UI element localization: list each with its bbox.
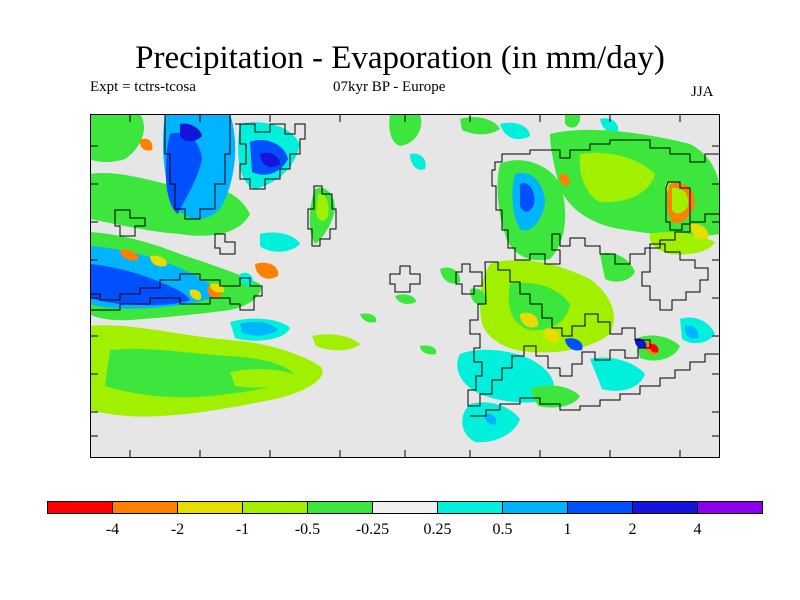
colorbar-label: 2 (629, 521, 637, 538)
colorbar-box (437, 501, 503, 514)
season-label: JJA (691, 84, 714, 100)
colorbar-box (502, 501, 568, 514)
colorbar-boxes (47, 501, 763, 514)
colorbar-box (47, 501, 113, 514)
colorbar-legend: -4 -2 -1 -0.5 -0.25 0.25 0.5 1 2 4 (47, 501, 763, 538)
precip-evap-map (90, 114, 720, 458)
colorbar-label: -2 (171, 521, 184, 538)
map-ticks (90, 114, 720, 458)
plot-title: Precipitation - Evaporation (in mm/day) (135, 40, 665, 76)
colorbar-label: -0.5 (295, 521, 320, 538)
mid-atlantic-blobs (230, 232, 437, 355)
scandinavia (497, 129, 720, 261)
atlantic-southwest-band (90, 325, 323, 417)
colorbar-box (112, 501, 178, 514)
colorbar-label: 4 (694, 521, 702, 538)
central-europe (440, 259, 614, 353)
colorbar-label: 0.5 (493, 521, 513, 538)
colorbar-box (307, 501, 373, 514)
colorbar-label: -4 (106, 521, 119, 538)
colorbar-box (372, 501, 438, 514)
colorbar-box (242, 501, 308, 514)
colorbar-label: 1 (564, 521, 572, 538)
colorbar-box (697, 501, 763, 514)
east-europe (600, 183, 715, 282)
experiment-label: Expt = tctrs-tcosa (90, 79, 196, 95)
mediterranean (457, 317, 715, 443)
colorbar-label: 0.25 (424, 521, 452, 538)
colorbar-box (177, 501, 243, 514)
period-region-label: 07kyr BP - Europe (333, 79, 446, 95)
colorbar-label: -1 (236, 521, 249, 538)
coastlines (90, 114, 720, 417)
greenland-region (90, 114, 300, 293)
colorbar-labels: -4 -2 -1 -0.5 -0.25 0.25 0.5 1 2 4 (106, 521, 702, 538)
colorbar-box (632, 501, 698, 514)
colorbar-label: -0.25 (356, 521, 389, 538)
colorbar-box (567, 501, 633, 514)
